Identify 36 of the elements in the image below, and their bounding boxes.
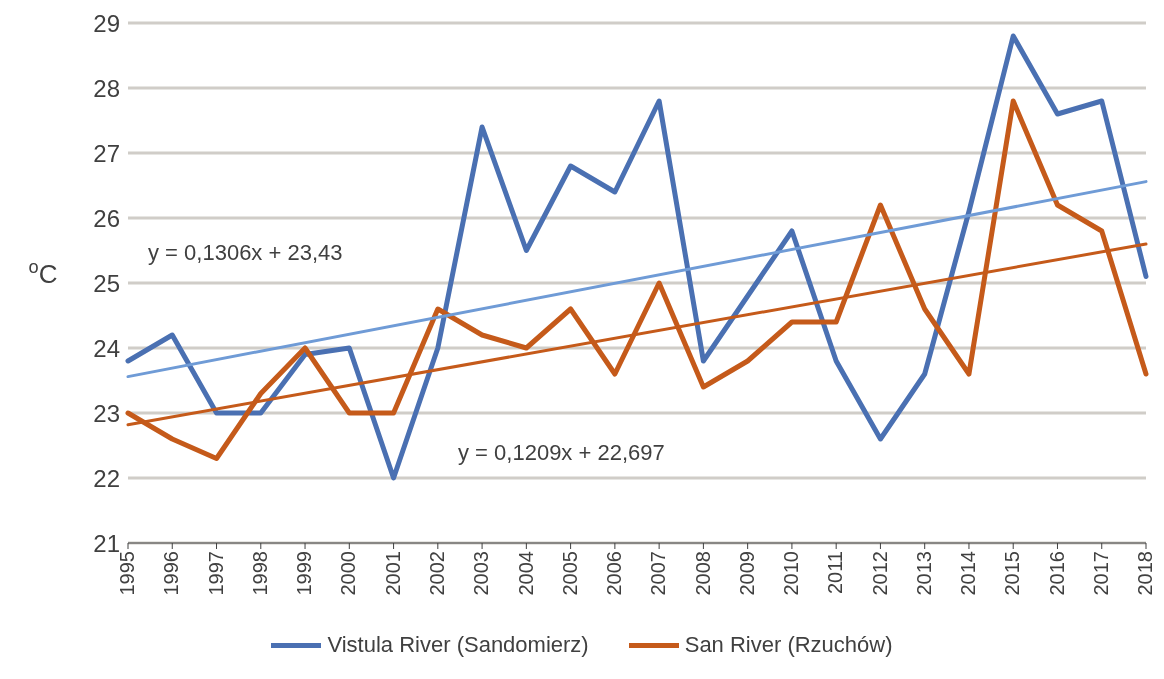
x-tick-label: 2000	[337, 551, 360, 596]
x-tick-label: 1999	[293, 551, 316, 596]
y-tick-label: 26	[93, 204, 120, 232]
x-tick-label: 2011	[824, 551, 847, 595]
x-tick-label: 2015	[1001, 551, 1024, 596]
y-tick-label: 23	[93, 399, 120, 427]
x-tick-label: 1997	[204, 551, 227, 596]
y-tick-label: 24	[93, 334, 120, 362]
x-tick-label: 2012	[868, 551, 891, 596]
x-tick-label: 2010	[780, 551, 803, 596]
x-tick-label: 2009	[735, 551, 758, 596]
y-tick-label: 28	[93, 74, 120, 102]
x-tick-label: 2013	[912, 551, 935, 596]
x-tick-label: 2018	[1134, 551, 1157, 596]
x-tick-label: 2001	[381, 551, 404, 596]
legend-label: Vistula River (Sandomierz)	[327, 632, 589, 658]
x-tick-label: 2014	[957, 551, 980, 596]
y-tick-label: 25	[93, 269, 120, 297]
legend-label: San River (Rzuchów)	[684, 632, 893, 658]
y-axis-title: $^{o}$C	[28, 257, 58, 289]
annotation: y = 0,1306x + 23,43	[148, 240, 343, 265]
y-tick-label: 22	[93, 464, 120, 492]
annotation: y = 0,1209x + 22,697	[458, 440, 665, 465]
x-tick-label: 1996	[160, 551, 183, 596]
x-tick-label: 2004	[514, 551, 537, 596]
x-tick-label: 2007	[647, 551, 670, 596]
x-tick-label: 2016	[1045, 551, 1068, 596]
x-tick-label: 2006	[603, 551, 626, 596]
x-tick-label: 2005	[558, 551, 581, 596]
x-tick-label: 2002	[426, 551, 449, 596]
y-tick-label: 27	[93, 139, 120, 167]
x-tick-label: 2008	[691, 551, 714, 596]
y-tick-label: 29	[93, 9, 120, 37]
x-tick-label: 2003	[470, 551, 493, 596]
x-tick-label: 1998	[248, 551, 271, 596]
x-tick-label: 2017	[1089, 551, 1112, 596]
